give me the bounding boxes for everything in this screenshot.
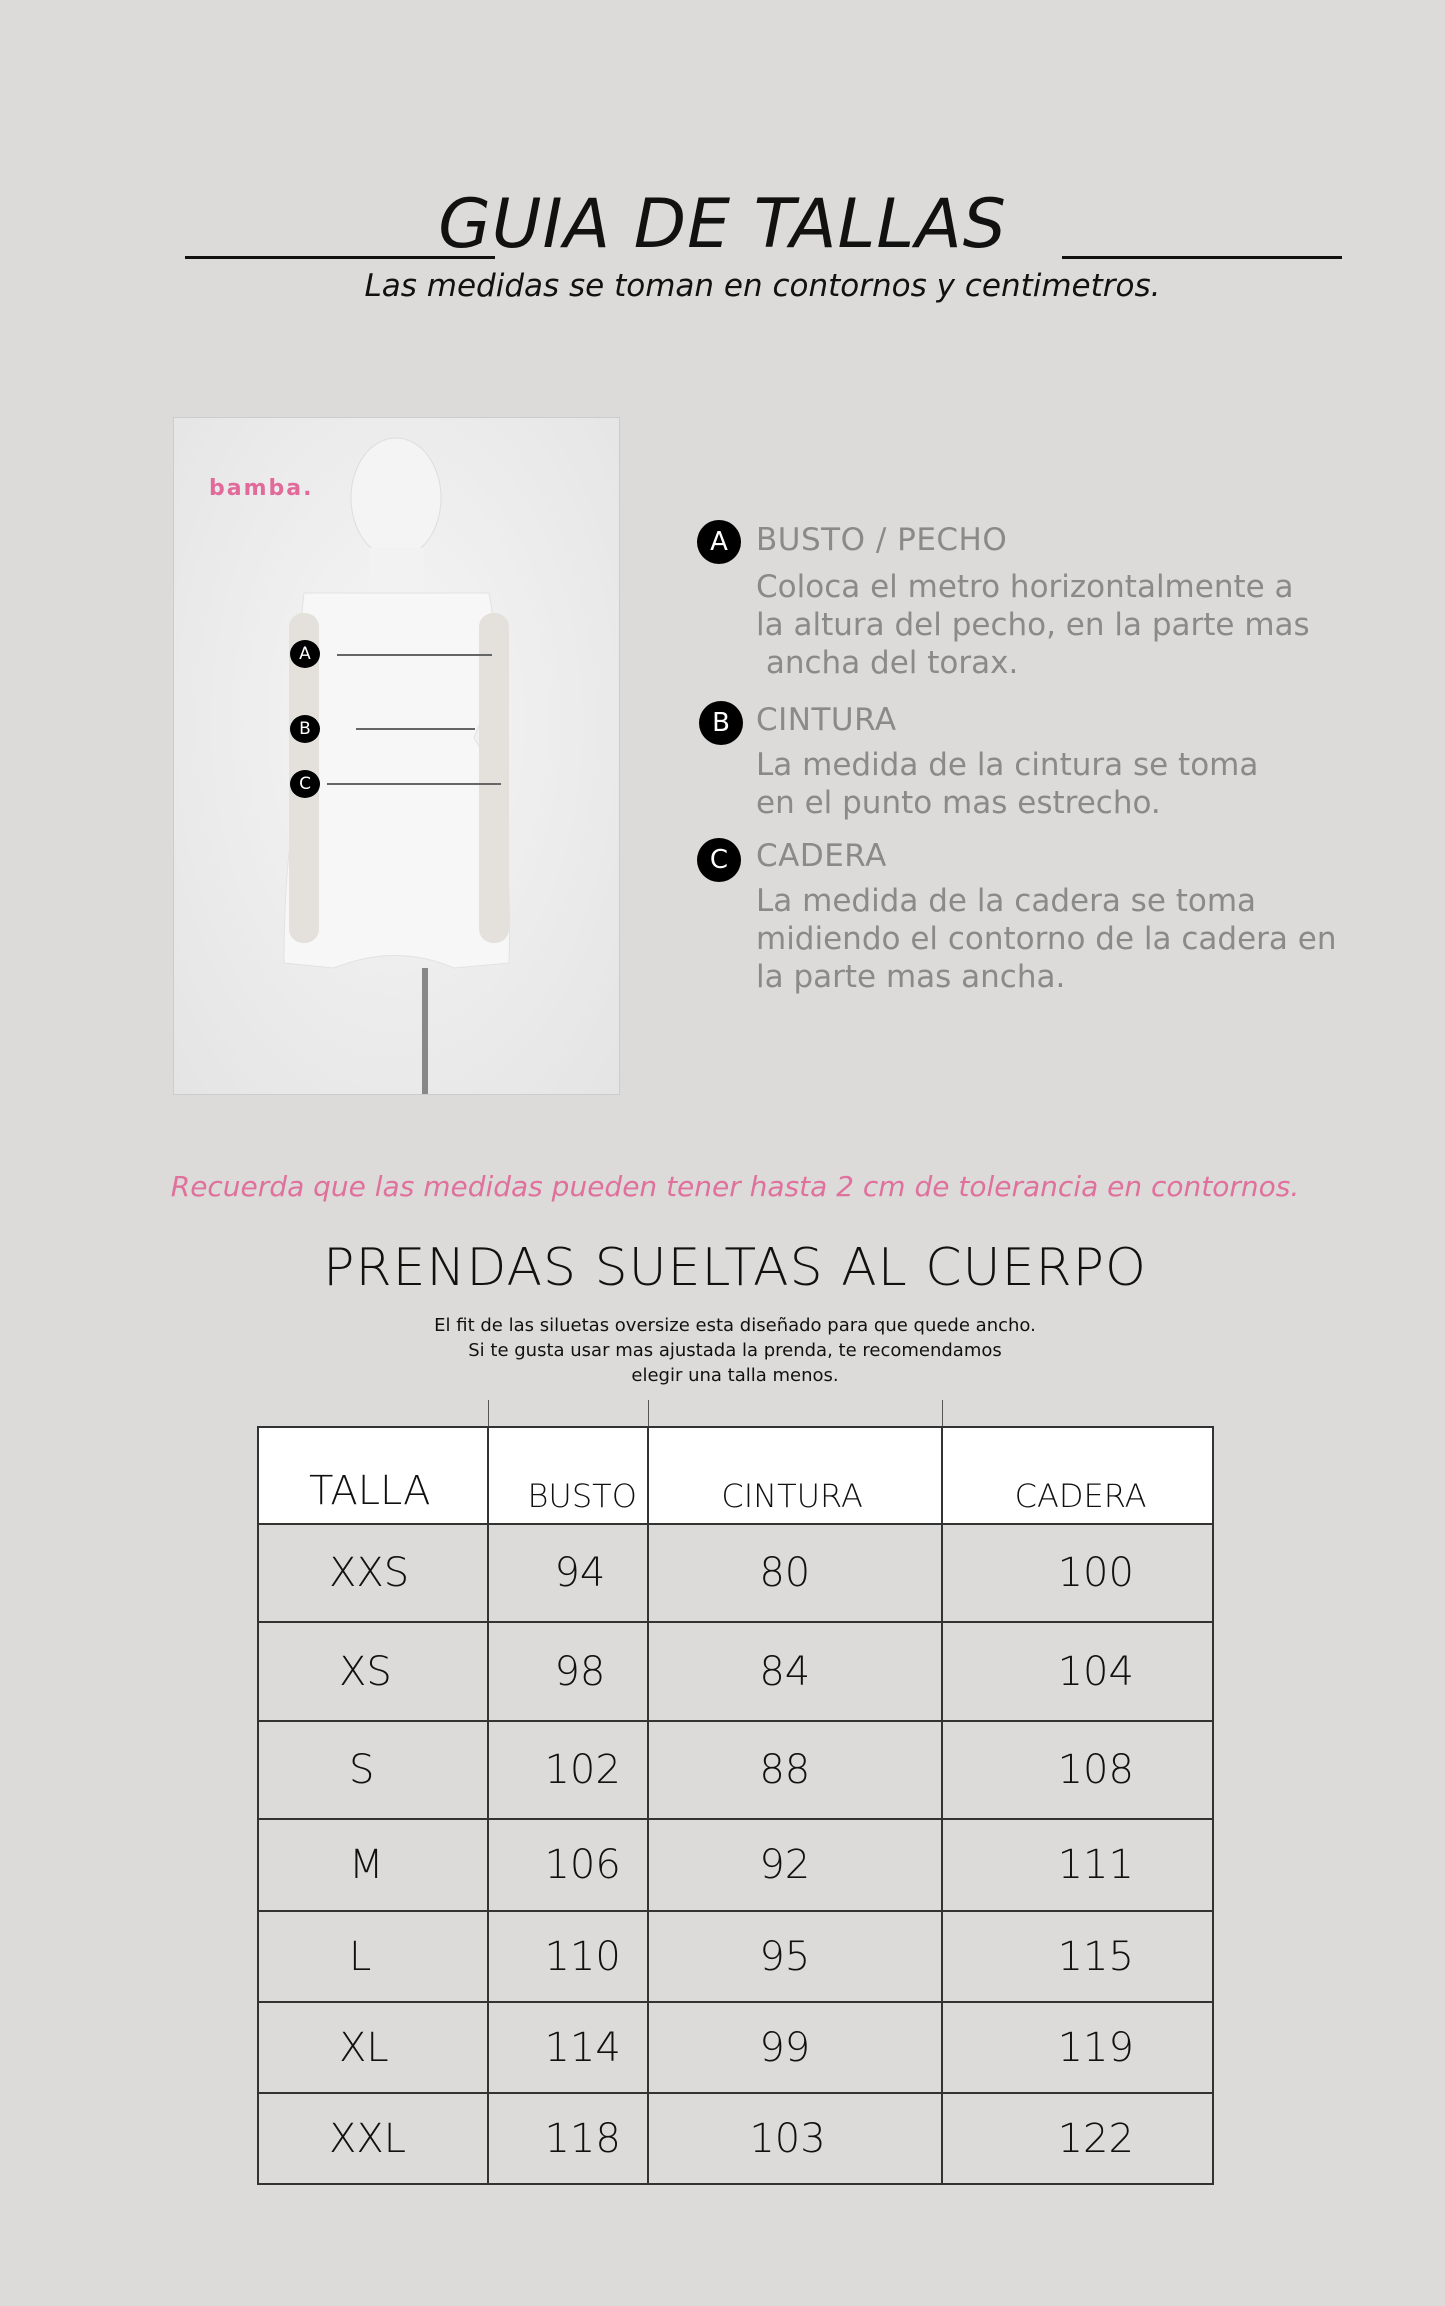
table-row: L 110 95 115 xyxy=(256,1910,1215,2003)
marker-b: B xyxy=(290,715,320,743)
bust-line xyxy=(337,654,492,656)
cell-cadera: 119 xyxy=(940,2001,1215,2094)
cell-talla: XS xyxy=(256,1621,490,1722)
cell-talla: XL xyxy=(256,2001,490,2094)
cell-cadera: 100 xyxy=(940,1523,1215,1623)
legend-badge-b: B xyxy=(699,701,743,745)
description-line: Si te gusta usar mas ajustada la prenda,… xyxy=(468,1340,1002,1361)
title-rule-right xyxy=(1062,256,1342,259)
table-header: TALLA BUSTO CINTURA CADERA xyxy=(256,1426,1215,1525)
header-busto: BUSTO xyxy=(487,1426,650,1525)
cell-talla: XXS xyxy=(256,1523,490,1623)
column-divider xyxy=(648,1400,649,1426)
cell-busto: 118 xyxy=(487,2092,650,2185)
cell-busto: 98 xyxy=(487,1621,650,1722)
table-row: XS 98 84 104 xyxy=(256,1621,1215,1722)
mannequin-illustration xyxy=(283,437,511,1094)
section-description: El fit de las siluetas oversize esta dis… xyxy=(0,1313,1445,1388)
hip-line xyxy=(327,783,501,785)
cell-busto: 114 xyxy=(487,2001,650,2094)
cell-cadera: 122 xyxy=(940,2092,1215,2185)
cell-cintura: 103 xyxy=(647,2092,943,2185)
header-cintura: CINTURA xyxy=(647,1426,943,1525)
cell-cintura: 95 xyxy=(647,1910,943,2003)
cell-busto: 106 xyxy=(487,1818,650,1912)
marker-c: C xyxy=(290,770,320,798)
column-divider xyxy=(942,1400,943,1426)
page-subtitle: Las medidas se toman en contornos y cent… xyxy=(364,268,1161,304)
table-row: S 102 88 108 xyxy=(256,1720,1215,1820)
cell-busto: 102 xyxy=(487,1720,650,1820)
cell-cadera: 104 xyxy=(940,1621,1215,1722)
cell-cintura: 92 xyxy=(647,1818,943,1912)
tolerance-note: Recuerda que las medidas pueden tener ha… xyxy=(170,1170,1300,1203)
cell-cintura: 80 xyxy=(647,1523,943,1623)
page-title: GUIA DE TALLAS xyxy=(438,185,1007,264)
cell-talla: M xyxy=(256,1818,490,1912)
cell-cintura: 88 xyxy=(647,1720,943,1820)
legend-title-hip: CADERA xyxy=(756,838,887,874)
legend-body-bust: Coloca el metro horizontalmente a la alt… xyxy=(756,569,1310,681)
cell-talla: XXL xyxy=(256,2092,490,2185)
brand-logo: bamba. xyxy=(209,476,314,501)
legend-badge-a: A xyxy=(697,520,741,564)
header-talla: TALLA xyxy=(256,1426,490,1525)
legend-body-hip: La medida de la cadera se toma midiendo … xyxy=(756,883,1337,995)
title-rule-left xyxy=(185,256,495,259)
cell-cadera: 115 xyxy=(940,1910,1215,2003)
cell-cintura: 84 xyxy=(647,1621,943,1722)
description-line: elegir una talla menos. xyxy=(631,1365,839,1386)
section-title: PRENDAS SUELTAS AL CUERPO xyxy=(323,1238,1147,1298)
size-table: TALLA BUSTO CINTURA CADERA XXS 94 80 100 XS 9… xyxy=(256,1426,1215,2185)
legend-badge-c: C xyxy=(697,838,741,882)
cell-cadera: 111 xyxy=(940,1818,1215,1912)
cell-busto: 110 xyxy=(487,1910,650,2003)
column-divider xyxy=(488,1400,489,1426)
table-row: XL 114 99 119 xyxy=(256,2001,1215,2094)
table-row: XXS 94 80 100 xyxy=(256,1523,1215,1623)
table-row: XXL 118 103 122 xyxy=(256,2092,1215,2185)
cell-talla: L xyxy=(256,1910,490,2003)
mannequin-image: bamba. A B C xyxy=(173,417,620,1095)
cell-cadera: 108 xyxy=(940,1720,1215,1820)
marker-a: A xyxy=(290,640,320,668)
cell-busto: 94 xyxy=(487,1523,650,1623)
description-line: El fit de las siluetas oversize esta dis… xyxy=(434,1315,1036,1336)
header-cadera: CADERA xyxy=(940,1426,1215,1525)
legend-body-waist: La medida de la cintura se toma en el pu… xyxy=(756,747,1259,821)
table-row: M 106 92 111 xyxy=(256,1818,1215,1912)
legend-title-bust: BUSTO / PECHO xyxy=(756,522,1008,558)
waist-line xyxy=(356,728,475,730)
cell-cintura: 99 xyxy=(647,2001,943,2094)
cell-talla: S xyxy=(256,1720,490,1820)
legend-title-waist: CINTURA xyxy=(756,702,897,738)
